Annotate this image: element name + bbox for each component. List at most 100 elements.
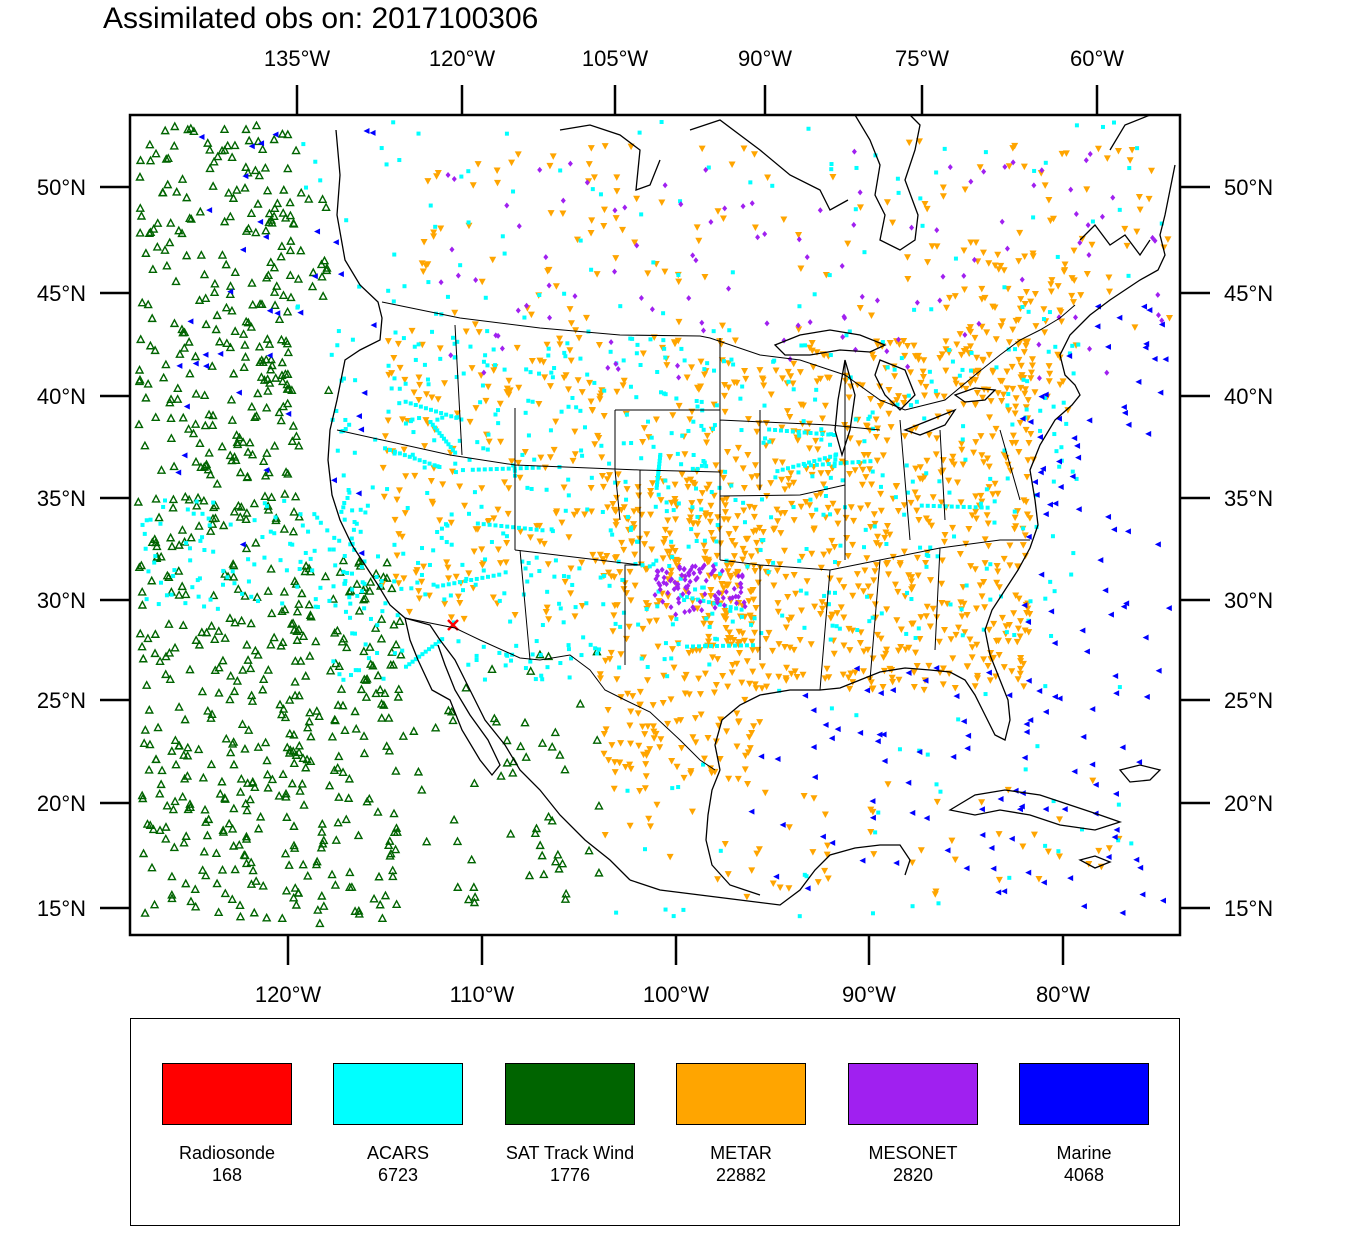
sat-wind-marker <box>156 551 166 561</box>
metar-marker <box>985 626 993 634</box>
metar-marker <box>566 306 574 313</box>
sat-wind-marker <box>212 310 222 320</box>
acars-marker <box>666 485 671 490</box>
sat-wind-marker <box>370 623 381 632</box>
baja-coastline <box>404 617 501 777</box>
acars-marker <box>870 410 875 415</box>
metar-marker <box>956 331 964 338</box>
acars-marker <box>840 478 845 483</box>
metar-marker <box>655 598 663 605</box>
acars-marker <box>466 662 471 667</box>
acars-marker <box>828 637 833 642</box>
acars-marker <box>342 501 347 506</box>
metar-marker <box>696 691 704 698</box>
metar-marker <box>953 341 961 348</box>
acars-marker <box>797 304 802 309</box>
metar-marker <box>845 625 853 633</box>
sat-wind-marker <box>333 700 343 709</box>
acars-marker <box>474 657 479 662</box>
acars-marker <box>1010 422 1015 427</box>
sat-wind-marker <box>242 805 252 815</box>
acars-marker <box>268 529 273 534</box>
acars-marker <box>1054 449 1059 454</box>
acars-marker <box>540 623 545 628</box>
metar-marker <box>546 383 554 390</box>
sat-wind-marker <box>215 788 225 798</box>
acars-marker <box>534 639 539 644</box>
metar-marker <box>428 394 436 402</box>
metar-marker <box>570 511 578 519</box>
acars-marker <box>667 564 672 569</box>
left-lat-label: 25°N <box>37 688 86 713</box>
acars-marker <box>479 504 484 509</box>
metar-marker <box>610 612 618 619</box>
acars-marker <box>689 527 694 532</box>
sat-wind-marker <box>344 773 355 783</box>
metar-marker <box>748 638 756 646</box>
metar-marker <box>925 662 933 670</box>
acars-marker <box>539 673 544 678</box>
metar-marker <box>923 205 931 213</box>
metar-marker <box>961 629 969 636</box>
metar-marker <box>419 268 427 276</box>
acars-marker <box>621 441 626 446</box>
metar-marker <box>700 620 708 628</box>
sat-wind-marker <box>149 899 160 909</box>
acars-marker <box>430 422 435 427</box>
legend-swatch <box>848 1063 978 1125</box>
metar-marker <box>874 425 882 433</box>
metar-marker <box>640 751 648 759</box>
sat-wind-marker <box>502 735 512 745</box>
acars-marker <box>855 628 860 633</box>
marine-marker <box>285 410 292 417</box>
acars-marker <box>730 619 735 624</box>
sat-wind-marker <box>152 541 162 551</box>
marine-marker <box>297 309 304 316</box>
acars-marker <box>306 529 311 534</box>
mesonet-marker <box>940 273 946 280</box>
metar-marker <box>756 524 764 532</box>
marine-marker <box>1116 314 1123 321</box>
metar-marker <box>872 416 880 424</box>
acars-marker <box>895 176 900 181</box>
metar-marker <box>1004 638 1012 645</box>
metar-marker <box>967 343 975 350</box>
metar-marker <box>871 568 879 575</box>
acars-marker <box>674 617 679 622</box>
metar-marker <box>967 328 975 336</box>
metar-marker <box>761 789 769 797</box>
acars-marker <box>558 168 563 173</box>
metar-marker <box>972 493 980 500</box>
sat-wind-marker <box>282 742 292 752</box>
marine-marker <box>330 477 337 484</box>
metar-marker <box>779 375 787 382</box>
metar-marker <box>959 461 967 469</box>
acars-marker <box>715 523 720 528</box>
metar-marker <box>972 439 980 446</box>
metar-marker <box>958 613 966 620</box>
metar-marker <box>707 765 715 772</box>
acars-marker <box>701 762 706 767</box>
metar-marker <box>911 489 919 497</box>
mesonet-marker <box>726 285 732 292</box>
sat-wind-marker <box>205 144 215 154</box>
acars-marker <box>613 480 618 485</box>
metar-marker <box>1019 843 1027 850</box>
marine-marker <box>811 774 818 781</box>
acars-marker <box>834 624 839 629</box>
acars-marker <box>491 347 496 352</box>
sat-wind-marker <box>164 647 175 657</box>
acars-marker <box>1013 347 1018 352</box>
sat-wind-marker <box>183 124 193 134</box>
acars-marker <box>468 344 473 349</box>
sat-wind-marker <box>271 515 281 525</box>
acars-marker <box>357 284 362 289</box>
metar-marker <box>781 644 789 651</box>
sat-wind-marker <box>217 441 227 451</box>
mesonet-marker <box>675 362 681 369</box>
acars-marker <box>470 467 475 472</box>
acars-marker <box>657 455 662 460</box>
metar-marker <box>751 224 759 231</box>
metar-marker <box>418 578 426 586</box>
metar-marker <box>454 593 462 601</box>
